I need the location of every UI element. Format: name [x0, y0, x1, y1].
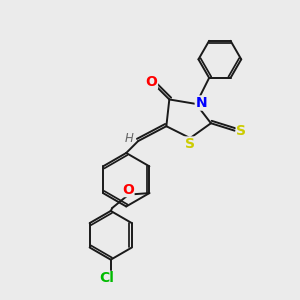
- Text: N: N: [195, 96, 207, 110]
- Text: S: S: [236, 124, 246, 138]
- Text: O: O: [122, 182, 134, 197]
- Text: S: S: [184, 137, 194, 151]
- Text: Cl: Cl: [100, 272, 115, 285]
- Text: H: H: [125, 132, 134, 145]
- Text: O: O: [146, 75, 158, 88]
